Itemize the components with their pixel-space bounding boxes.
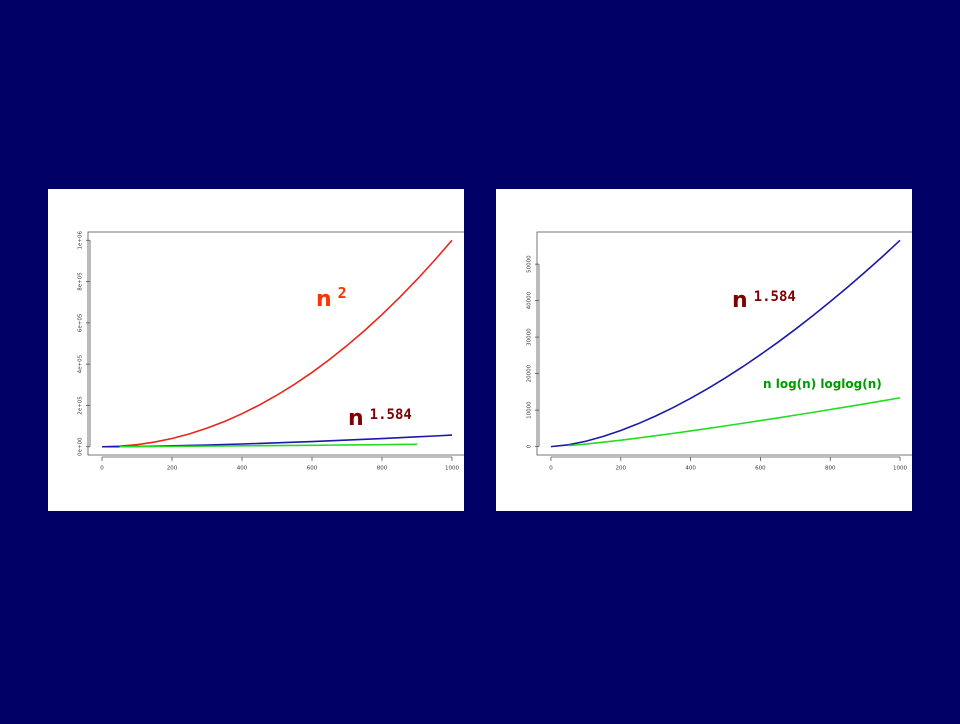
x-tick-label: 200: [616, 466, 627, 472]
y-tick-label: 4e+05: [78, 354, 84, 373]
annotation-text: n log(n) loglog(n): [763, 377, 882, 391]
y-tick-label: 0: [527, 444, 533, 448]
x-tick-label: 800: [377, 466, 388, 472]
x-tick-label: 0: [100, 466, 104, 472]
y-tick-label: 40000: [527, 291, 533, 309]
chart-panel: [48, 189, 464, 511]
x-tick-label: 400: [237, 466, 248, 472]
y-tick-label: 8e+05: [78, 272, 84, 291]
annotation-superscript: 1.584: [754, 289, 796, 305]
y-tick-label: 0e+00: [78, 437, 84, 456]
x-tick-label: 600: [755, 466, 766, 472]
plot-frame: [87, 231, 464, 456]
x-tick-label: 200: [167, 466, 178, 472]
annotation-superscript: 2: [338, 284, 347, 302]
series-line: [568, 397, 901, 447]
x-tick-label: 600: [307, 466, 318, 472]
plot-frame: [536, 231, 912, 456]
x-tick-label: 800: [825, 466, 836, 472]
annotation: n 1.584: [732, 288, 796, 313]
y-tick-label: 1e+06: [78, 231, 84, 250]
chart: 0 200 400 600 800 1000 0e+00 2e+05 4e+05 6e+05 8e+…: [78, 231, 464, 472]
chart: 0 200 400 600 800 100001000020000300004000050…: [527, 231, 912, 472]
y-tick-label: 20000: [527, 364, 533, 382]
series-line: [550, 239, 901, 448]
chart-panel: [496, 189, 912, 511]
x-tick-label: 1000: [445, 466, 459, 472]
y-tick-label: 6e+05: [78, 313, 84, 332]
annotation-text: n: [732, 288, 748, 313]
y-tick-label: 2e+05: [78, 396, 84, 415]
series-line: [119, 443, 418, 448]
y-tick-label: 50000: [527, 255, 533, 273]
y-tick-label: 10000: [527, 401, 533, 419]
y-tick-label: 30000: [527, 328, 533, 346]
annotation-text: n: [348, 406, 364, 431]
annotation: n 1.584: [348, 406, 412, 431]
x-tick-label: 400: [685, 466, 696, 472]
series-line: [101, 239, 453, 448]
x-tick-label: 1000: [893, 466, 907, 472]
annotation-text: n: [316, 287, 332, 312]
annotation-superscript: 1.584: [370, 407, 412, 423]
x-tick-label: 0: [549, 466, 553, 472]
annotation: n log(n) loglog(n): [763, 377, 882, 391]
